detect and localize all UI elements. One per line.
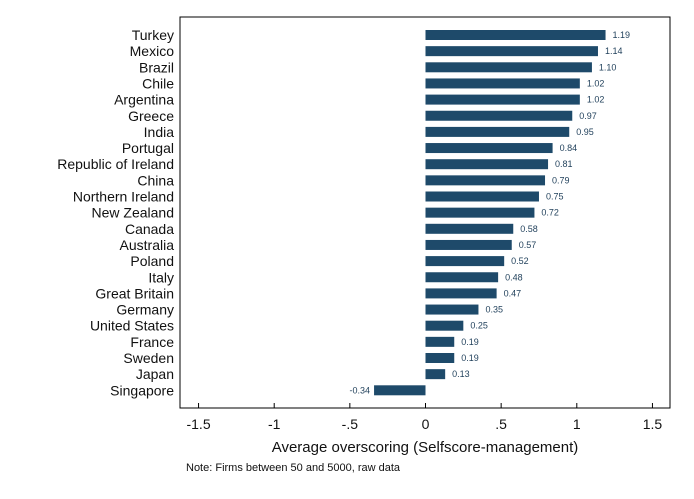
bar-india bbox=[425, 126, 570, 137]
value-label: 1.19 bbox=[613, 30, 631, 40]
x-tick-label: 1.5 bbox=[643, 416, 663, 432]
bar-new-zealand bbox=[425, 207, 535, 218]
value-label: 1.02 bbox=[587, 95, 605, 105]
bar-portugal bbox=[425, 143, 553, 154]
chart-note: Note: Firms between 50 and 5000, raw dat… bbox=[186, 462, 401, 474]
x-tick-label: -.5 bbox=[342, 416, 359, 432]
category-label: Northern Ireland bbox=[73, 189, 174, 205]
value-label: 0.97 bbox=[579, 111, 597, 121]
category-label: Chile bbox=[142, 75, 174, 91]
category-label: Sweden bbox=[123, 350, 174, 366]
bar-australia bbox=[425, 239, 512, 250]
value-label: 0.58 bbox=[520, 224, 538, 234]
bar-mexico bbox=[425, 46, 598, 57]
value-label: 0.19 bbox=[461, 337, 479, 347]
value-label: 0.81 bbox=[555, 159, 573, 169]
category-label: China bbox=[137, 172, 174, 188]
x-tick-label: 0 bbox=[422, 416, 430, 432]
category-label: Argentina bbox=[114, 92, 174, 108]
bar-france bbox=[425, 336, 455, 347]
value-label: 0.52 bbox=[511, 256, 529, 266]
category-label: India bbox=[144, 124, 175, 140]
value-label: 0.95 bbox=[576, 127, 594, 137]
category-label: Japan bbox=[136, 366, 174, 382]
category-label: New Zealand bbox=[92, 205, 175, 221]
x-tick-label: .5 bbox=[495, 416, 507, 432]
x-tick-label: -1 bbox=[268, 416, 281, 432]
bar-canada bbox=[425, 223, 514, 234]
category-label: France bbox=[130, 334, 174, 350]
plot-frame bbox=[179, 16, 671, 409]
bar-argentina bbox=[425, 94, 580, 105]
category-label: Turkey bbox=[132, 27, 174, 43]
bar-greece bbox=[425, 110, 573, 121]
bar-poland bbox=[425, 256, 505, 267]
bar-sweden bbox=[425, 353, 455, 363]
value-label: 0.48 bbox=[505, 272, 523, 282]
category-label: Italy bbox=[148, 269, 174, 285]
bar-northern-ireland bbox=[425, 191, 539, 202]
category-label: Mexico bbox=[130, 43, 175, 59]
value-label: 0.79 bbox=[552, 175, 570, 185]
category-label: Republic of Ireland bbox=[57, 156, 174, 172]
bar-chile bbox=[425, 78, 580, 89]
bar-japan bbox=[425, 369, 446, 380]
bars bbox=[374, 30, 606, 396]
value-label: 0.19 bbox=[461, 353, 479, 363]
category-label: Greece bbox=[128, 108, 174, 124]
value-label: 1.02 bbox=[587, 78, 605, 88]
category-labels: TurkeyMexicoBrazilChileArgentinaGreeceIn… bbox=[57, 27, 174, 398]
bar-singapore bbox=[374, 385, 426, 396]
category-label: Germany bbox=[116, 302, 174, 318]
category-label: United States bbox=[90, 318, 174, 334]
value-label: -0.34 bbox=[350, 385, 371, 395]
x-axis-ticks: -1.5 -1 -.5 0 .5 1 1.5 bbox=[186, 403, 662, 432]
x-tick-label: -1.5 bbox=[186, 416, 210, 432]
value-label: 0.72 bbox=[541, 208, 559, 218]
value-label: 0.47 bbox=[504, 288, 522, 298]
value-label: 0.13 bbox=[452, 369, 470, 379]
category-label: Portugal bbox=[122, 140, 174, 156]
value-label: 1.10 bbox=[599, 62, 617, 72]
x-axis-title: Average overscoring (Selfscore-managemen… bbox=[272, 439, 579, 456]
bar-germany bbox=[425, 304, 479, 315]
value-label: 0.75 bbox=[546, 192, 564, 202]
bar-great-britain bbox=[425, 288, 497, 299]
x-tick-label: 1 bbox=[573, 416, 581, 432]
value-label: 0.57 bbox=[519, 240, 537, 250]
value-label: 0.84 bbox=[560, 143, 578, 153]
value-label: 0.25 bbox=[470, 321, 488, 331]
value-label: 0.35 bbox=[485, 305, 503, 315]
category-label: Canada bbox=[125, 221, 174, 237]
bar-united-states bbox=[425, 320, 464, 331]
bar-brazil bbox=[425, 62, 592, 73]
category-label: Poland bbox=[130, 253, 174, 269]
bar-turkey bbox=[425, 30, 606, 40]
bar-china bbox=[425, 175, 546, 186]
category-label: Great Britain bbox=[95, 285, 174, 301]
bar-italy bbox=[425, 272, 499, 283]
category-label: Australia bbox=[120, 237, 175, 253]
category-label: Brazil bbox=[139, 59, 174, 75]
bar-republic-of-ireland bbox=[425, 159, 549, 170]
category-label: Singapore bbox=[110, 382, 174, 398]
value-label: 1.14 bbox=[605, 46, 623, 56]
value-labels: 1.19 1.14 1.10 1.02 1.02 0.97 0.95 0.84 0.81 0.79… bbox=[350, 30, 631, 395]
